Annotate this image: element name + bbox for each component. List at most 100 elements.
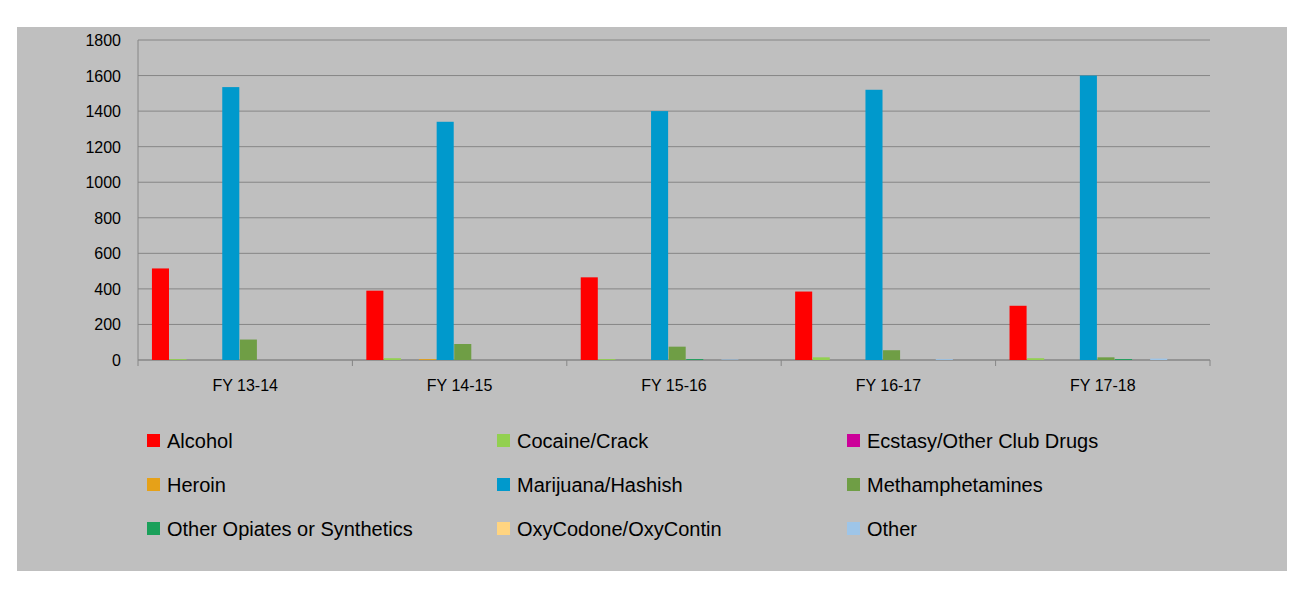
y-tick-label: 1400 — [85, 103, 121, 120]
legend-swatch — [847, 478, 860, 491]
bar — [1045, 360, 1062, 361]
grid — [138, 40, 1210, 360]
bar — [1010, 306, 1027, 360]
bar — [257, 360, 274, 361]
x-tick-label: FY 14-15 — [427, 377, 493, 394]
legend-label: Other — [867, 518, 917, 540]
bar — [152, 268, 169, 360]
grid-line — [138, 324, 1210, 325]
grid-line — [138, 75, 1210, 76]
y-tick-label: 1200 — [85, 139, 121, 156]
bar — [830, 360, 847, 361]
legend-swatch — [147, 478, 160, 491]
legend-label: Methamphetamines — [867, 474, 1043, 496]
x-tick — [1210, 360, 1211, 366]
bar — [401, 360, 418, 361]
grid-line — [138, 40, 1210, 41]
legend-swatch — [147, 522, 160, 535]
y-tick-label: 200 — [94, 316, 121, 333]
bar — [293, 360, 310, 361]
grid-line — [138, 253, 1210, 254]
legend-label: Alcohol — [167, 430, 233, 452]
bar — [616, 360, 633, 361]
y-tick-label: 1600 — [85, 68, 121, 85]
bar — [366, 291, 383, 360]
bar — [170, 359, 187, 360]
x-tick-labels: FY 13-14 FY 14-15 FY 15-16 FY 16-17 FY 17-18 — [212, 377, 1135, 394]
bar — [633, 360, 650, 361]
bar — [1097, 357, 1114, 360]
bar — [848, 360, 865, 361]
x-tick — [352, 360, 353, 366]
bar — [721, 359, 738, 360]
legend-swatch — [497, 434, 510, 447]
x-tick — [138, 360, 139, 366]
bar — [901, 360, 918, 361]
bar — [1062, 360, 1079, 361]
bar — [918, 360, 935, 361]
x-tick — [566, 360, 567, 366]
legend: Alcohol Cocaine/Crack Ecstasy/Other Club D… — [147, 430, 1098, 540]
bar — [472, 360, 489, 361]
x-tick — [995, 360, 996, 366]
legend-label: Other Opiates or Synthetics — [167, 518, 413, 540]
x-tick-label: FY 13-14 — [212, 377, 278, 394]
grid-line — [138, 111, 1210, 112]
legend-swatch — [847, 522, 860, 535]
y-axis — [138, 40, 139, 360]
bar — [1133, 360, 1150, 361]
grid-line — [138, 288, 1210, 289]
bar — [1150, 359, 1167, 360]
x-tick — [781, 360, 782, 366]
legend-swatch — [847, 434, 860, 447]
grid-line — [138, 146, 1210, 147]
bar — [205, 360, 222, 361]
bar — [581, 277, 598, 360]
bar — [507, 360, 524, 361]
bar — [669, 347, 686, 360]
grid-line — [138, 182, 1210, 183]
legend-label: Cocaine/Crack — [517, 430, 649, 452]
grid-line — [138, 217, 1210, 218]
y-tick-label: 1000 — [85, 174, 121, 191]
bars — [152, 76, 1167, 360]
y-tick-labels: 020040060080010001200140016001800 — [85, 32, 121, 369]
bar — [1115, 359, 1132, 360]
bar — [384, 358, 401, 360]
bar — [437, 122, 454, 360]
legend-swatch — [497, 522, 510, 535]
legend-label: Heroin — [167, 474, 226, 496]
bar — [222, 87, 239, 360]
bar — [936, 359, 953, 360]
bar — [795, 292, 812, 360]
legend-swatch — [497, 478, 510, 491]
bar — [489, 360, 506, 361]
bar — [598, 359, 615, 360]
x-tick-label: FY 16-17 — [856, 377, 922, 394]
y-tick-label: 600 — [94, 245, 121, 262]
x-tick-label: FY 15-16 — [641, 377, 707, 394]
x-tick-label: FY 17-18 — [1070, 377, 1136, 394]
bar — [686, 359, 703, 360]
legend-label: Ecstasy/Other Club Drugs — [867, 430, 1098, 452]
legend-label: OxyCodone/OxyContin — [517, 518, 722, 540]
legend-swatch — [147, 434, 160, 447]
bar — [813, 357, 830, 360]
bar — [240, 340, 257, 360]
bar — [419, 359, 436, 360]
bar — [454, 344, 471, 360]
y-tick-label: 0 — [112, 352, 121, 369]
bar — [1027, 358, 1044, 360]
bar — [704, 360, 721, 361]
bar — [865, 90, 882, 360]
legend-label: Marijuana/Hashish — [517, 474, 683, 496]
y-tick-label: 400 — [94, 281, 121, 298]
y-tick-label: 1800 — [85, 32, 121, 49]
bar — [883, 350, 900, 360]
bar — [1080, 76, 1097, 360]
chart: 020040060080010001200140016001800FY 13-1… — [0, 0, 1304, 592]
chart-background — [17, 27, 1287, 571]
bar — [651, 111, 668, 360]
bar — [275, 360, 292, 361]
bar — [187, 360, 204, 361]
